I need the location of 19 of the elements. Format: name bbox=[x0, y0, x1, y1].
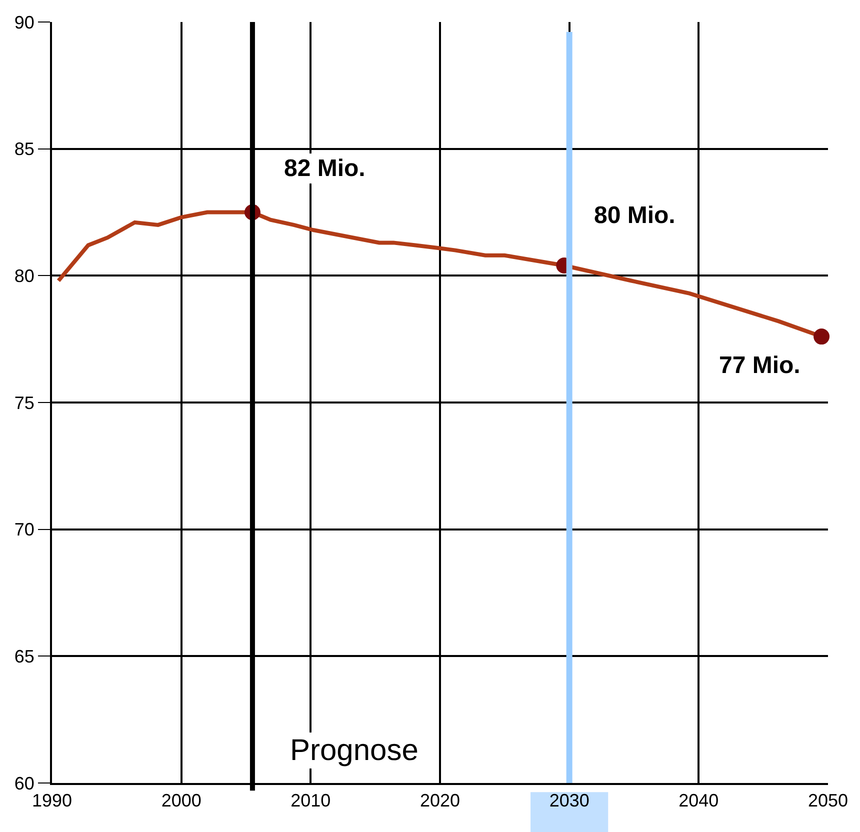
x-tick-label: 2050 bbox=[808, 790, 848, 811]
x-tick-label: 2030 bbox=[549, 790, 590, 811]
y-tick-label: 65 bbox=[14, 646, 34, 666]
y-tick-label: 60 bbox=[14, 773, 34, 794]
x-tick-label: 2040 bbox=[678, 790, 719, 811]
y-tick-label: 75 bbox=[14, 392, 34, 413]
annotation: 80 Mio. bbox=[594, 202, 676, 229]
annotation: 77 Mio. bbox=[719, 352, 800, 379]
point bbox=[814, 328, 830, 345]
annotation: 82 Mio. bbox=[284, 155, 366, 182]
x-tick-label: 1990 bbox=[32, 790, 72, 811]
y-tick-label: 70 bbox=[14, 520, 34, 540]
x-tick-label: 2010 bbox=[290, 790, 331, 811]
x-tick-label: 2020 bbox=[420, 790, 460, 811]
y-tick-label: 90 bbox=[14, 12, 34, 32]
y-tick-label: 85 bbox=[14, 139, 34, 160]
ref-line-label: Prognose bbox=[290, 734, 418, 767]
y-tick-label: 80 bbox=[14, 266, 34, 286]
x-tick-label: 2000 bbox=[161, 790, 202, 811]
